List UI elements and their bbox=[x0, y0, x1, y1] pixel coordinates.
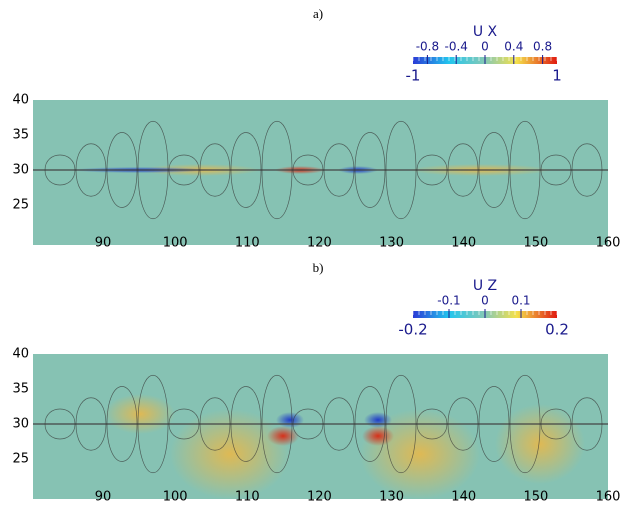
colorbar-title: U X bbox=[473, 24, 498, 40]
field-line bbox=[230, 132, 262, 208]
field-line bbox=[540, 154, 572, 186]
colorbar-tick-label: -0.1 bbox=[437, 294, 460, 308]
y-tick-label: 40 bbox=[12, 93, 29, 108]
field-line bbox=[106, 132, 138, 208]
field-line bbox=[571, 143, 603, 197]
field-line bbox=[292, 154, 324, 186]
colorbar-end-label: 1 bbox=[552, 67, 562, 85]
y-tick-label: 25 bbox=[12, 452, 29, 467]
x-tick-label: 90 bbox=[95, 236, 112, 251]
y-tick-label: 30 bbox=[12, 417, 29, 432]
field-line bbox=[230, 386, 262, 462]
field-line bbox=[354, 132, 386, 208]
field-line bbox=[168, 154, 200, 186]
x-tick-label: 160 bbox=[596, 490, 621, 505]
field-line bbox=[509, 121, 541, 219]
y-tick-label: 35 bbox=[12, 382, 29, 397]
x-tick-label: 90 bbox=[95, 490, 112, 505]
field-region bbox=[170, 409, 290, 499]
field-line bbox=[106, 386, 138, 462]
field-line bbox=[44, 408, 76, 440]
x-tick-label: 110 bbox=[235, 490, 260, 505]
colorbar-tick-label: -0.8 bbox=[416, 40, 439, 54]
field-line bbox=[478, 386, 510, 462]
y-tick-label: 30 bbox=[12, 163, 29, 178]
field-line bbox=[323, 397, 355, 451]
x-tick-label: 140 bbox=[451, 490, 476, 505]
colorbar-tick-label: 0.4 bbox=[504, 40, 523, 54]
panel-label: a) bbox=[313, 6, 323, 21]
field-line bbox=[261, 121, 293, 219]
x-tick-label: 120 bbox=[307, 236, 332, 251]
field-line bbox=[447, 397, 479, 451]
field-line bbox=[416, 408, 448, 440]
field-line bbox=[323, 143, 355, 197]
field-line bbox=[416, 154, 448, 186]
colorbar-end-label: -1 bbox=[406, 67, 421, 85]
field-line bbox=[292, 408, 324, 440]
colorbar-end-label: -0.2 bbox=[398, 321, 427, 339]
x-tick-label: 150 bbox=[523, 236, 548, 251]
colorbar-tick-label: 0.1 bbox=[511, 294, 530, 308]
colorbar-title: U Z bbox=[473, 278, 497, 294]
field-line bbox=[199, 397, 231, 451]
x-tick-label: 100 bbox=[163, 236, 188, 251]
x-tick-label: 120 bbox=[307, 490, 332, 505]
field-region bbox=[276, 412, 304, 428]
field-line bbox=[385, 121, 417, 219]
field-region bbox=[362, 426, 394, 446]
field-line bbox=[261, 375, 293, 473]
field-line bbox=[75, 397, 107, 451]
field-line bbox=[354, 386, 386, 462]
x-tick-label: 140 bbox=[451, 236, 476, 251]
colorbar-tick-label: -0.4 bbox=[444, 40, 467, 54]
x-tick-label: 150 bbox=[523, 490, 548, 505]
field-region bbox=[267, 426, 299, 446]
field-line bbox=[571, 397, 603, 451]
x-tick-label: 130 bbox=[379, 236, 404, 251]
field-line bbox=[540, 408, 572, 440]
field-line bbox=[478, 132, 510, 208]
field-line bbox=[168, 408, 200, 440]
colorbar-tick-label: 0.8 bbox=[533, 40, 552, 54]
x-tick-label: 130 bbox=[379, 490, 404, 505]
y-tick-label: 35 bbox=[12, 128, 29, 143]
x-tick-label: 110 bbox=[235, 236, 260, 251]
colorbar-end-label: 0.2 bbox=[545, 321, 569, 339]
panel: b) U Z -0.1 0 0.1 -0.2 0.2 40 35 30 25 90 100 110 120 1… bbox=[12, 260, 620, 505]
field-region bbox=[364, 412, 392, 428]
panel-label: b) bbox=[313, 260, 324, 275]
field-line bbox=[385, 375, 417, 473]
colorbar-tick-label: 0 bbox=[481, 294, 489, 308]
field-line bbox=[137, 121, 169, 219]
field-line bbox=[75, 143, 107, 197]
field-line bbox=[447, 143, 479, 197]
x-tick-label: 160 bbox=[596, 236, 621, 251]
y-tick-label: 40 bbox=[12, 347, 29, 362]
field-line bbox=[137, 375, 169, 473]
x-tick-label: 100 bbox=[163, 490, 188, 505]
field-line bbox=[199, 143, 231, 197]
y-tick-label: 25 bbox=[12, 198, 29, 213]
colorbar-tick-label: 0 bbox=[481, 40, 489, 54]
field-line bbox=[509, 375, 541, 473]
field-line bbox=[44, 154, 76, 186]
